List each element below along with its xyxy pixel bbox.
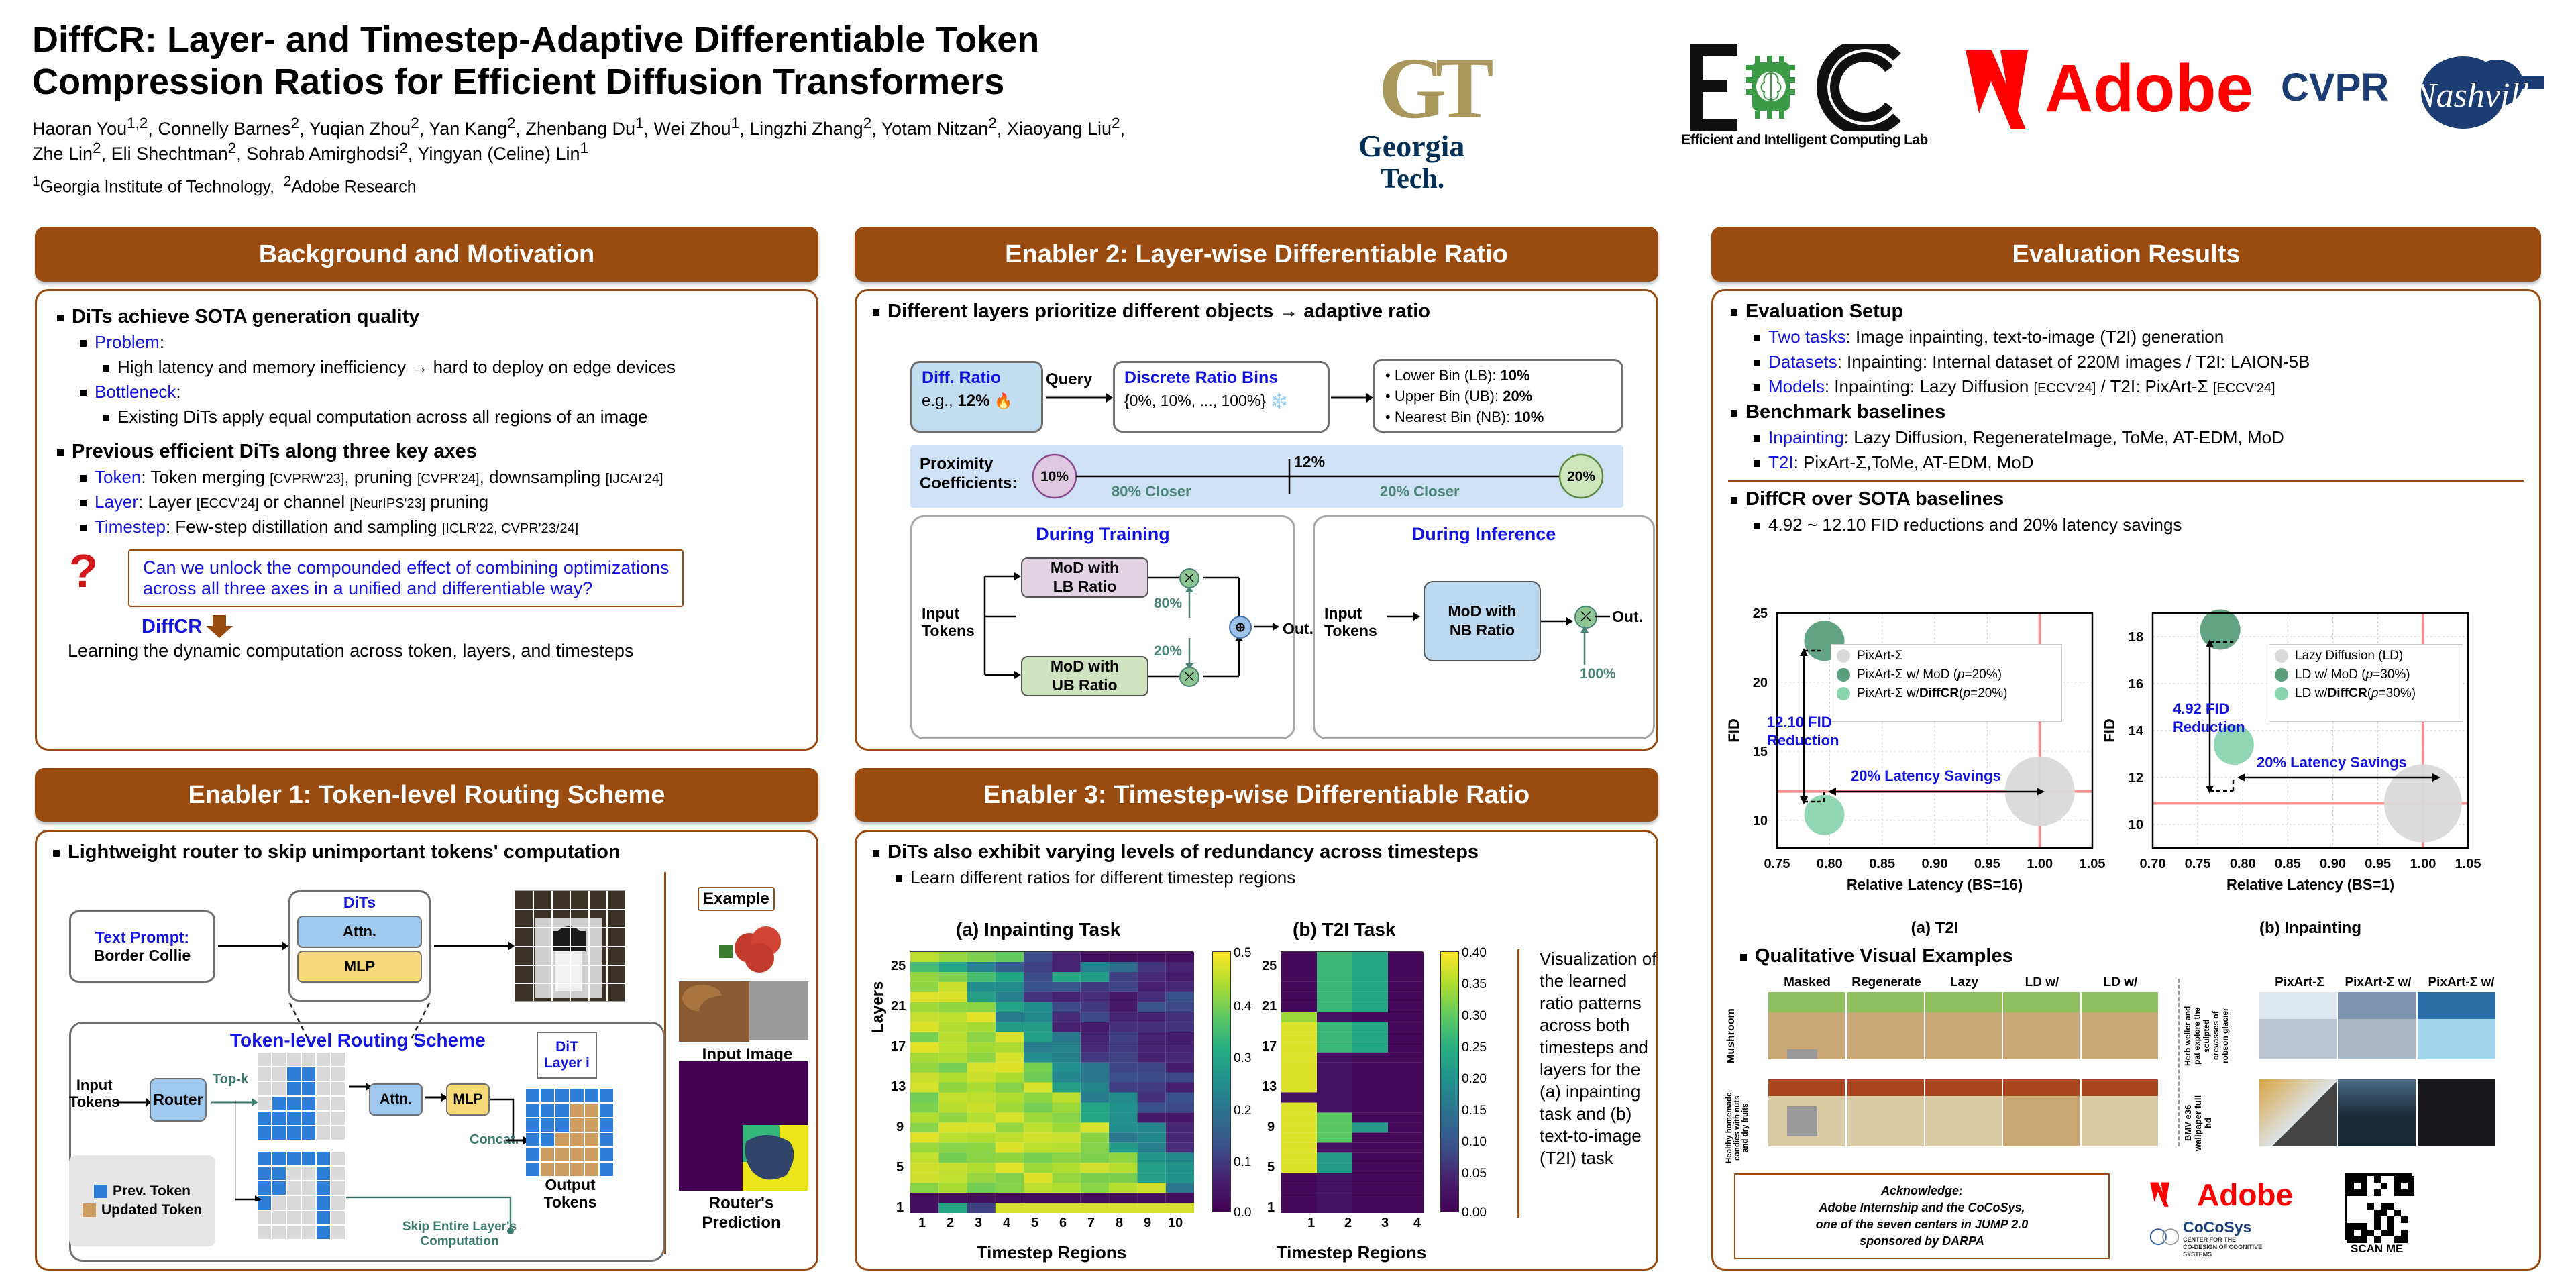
svg-text:10%: 10% xyxy=(1040,469,1069,484)
svg-text:T: T xyxy=(1436,40,1494,137)
svg-text:?: ? xyxy=(69,548,98,597)
svg-text:80% Closer: 80% Closer xyxy=(1112,483,1191,500)
svg-text:4.92 FID: 4.92 FID xyxy=(2173,700,2229,717)
svg-text:Georgia: Georgia xyxy=(1358,129,1464,163)
svg-text:20%: 20% xyxy=(1567,469,1595,484)
svg-text:(a) T2I: (a) T2I xyxy=(1911,919,1959,937)
svg-text:(b) Inpainting: (b) Inpainting xyxy=(2259,919,2361,937)
svg-text:Tech.: Tech. xyxy=(1381,164,1444,195)
svg-text:Reduction: Reduction xyxy=(1767,732,1839,749)
svg-text:12%: 12% xyxy=(1294,453,1325,470)
svg-text:20% Closer: 20% Closer xyxy=(1380,483,1460,500)
svg-text:Nashville: Nashville xyxy=(2412,76,2544,115)
svg-text:12.10 FID: 12.10 FID xyxy=(1767,714,1832,731)
svg-text:Reduction: Reduction xyxy=(2173,718,2245,735)
svg-text:CVPR: CVPR xyxy=(2281,66,2389,109)
svg-text:20% Latency Savings: 20% Latency Savings xyxy=(2257,754,2407,771)
svg-text:Adobe: Adobe xyxy=(2045,51,2253,126)
svg-text:20% Latency Savings: 20% Latency Savings xyxy=(1851,767,2001,784)
